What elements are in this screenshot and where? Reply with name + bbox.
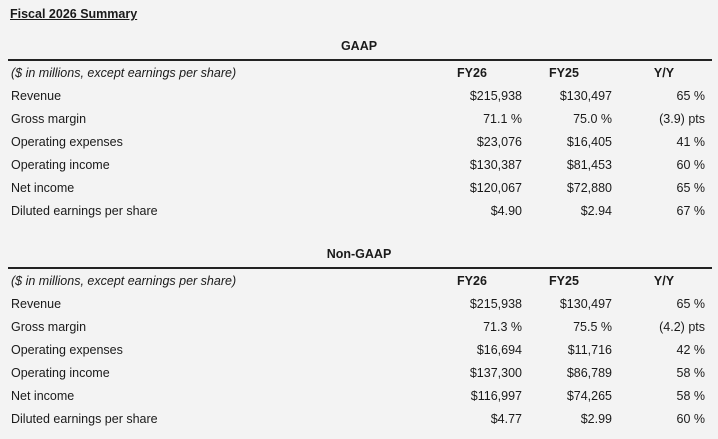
fy25-value: $2.94 xyxy=(580,204,612,218)
table-row: Revenue $215,938 $130,497 65 % xyxy=(0,294,718,314)
column-header-yy: Y/Y xyxy=(653,66,675,80)
section-heading: GAAP xyxy=(340,39,378,53)
fy26-value: $215,938 xyxy=(469,89,522,103)
yy-change: 60 % xyxy=(676,412,706,426)
column-header-fy25: FY25 xyxy=(549,66,579,80)
table-row: Operating expenses $23,076 $16,405 41 % xyxy=(0,132,718,152)
fy26-value: $4.90 xyxy=(490,204,522,218)
table-row: Revenue $215,938 $130,497 65 % xyxy=(0,86,718,106)
fy25-value: $74,265 xyxy=(566,389,612,403)
yy-change: 41 % xyxy=(676,135,706,149)
fy26-value: 71.1 % xyxy=(483,112,522,126)
units-note: ($ in millions, except earnings per shar… xyxy=(11,66,237,80)
row-label: Net income xyxy=(11,181,75,195)
yy-change: 67 % xyxy=(676,204,706,218)
table-row: Operating expenses $16,694 $11,716 42 % xyxy=(0,340,718,360)
table-row: Gross margin 71.3 % 75.5 % (4.2) pts xyxy=(0,317,718,337)
divider xyxy=(8,59,712,61)
fy25-value: $11,716 xyxy=(567,343,612,357)
column-header-yy: Y/Y xyxy=(653,274,675,288)
fy25-value: $72,880 xyxy=(566,181,612,195)
column-header-fy26: FY26 xyxy=(457,274,487,288)
fy25-value: $16,405 xyxy=(566,135,612,149)
fy26-value: $215,938 xyxy=(469,297,522,311)
row-label: Operating income xyxy=(11,158,110,172)
row-label: Operating income xyxy=(11,366,110,380)
table-row: Net income $116,997 $74,265 58 % xyxy=(0,386,718,406)
fy26-value: $120,067 xyxy=(469,181,522,195)
fy26-value: $23,076 xyxy=(476,135,522,149)
row-label: Revenue xyxy=(11,297,62,311)
fy26-value: $4.77 xyxy=(490,412,522,426)
fy25-value: 75.0 % xyxy=(573,112,612,126)
table-row: Diluted earnings per share $4.77 $2.99 6… xyxy=(0,409,718,429)
column-header-fy26: FY26 xyxy=(457,66,487,80)
fy25-value: $2.99 xyxy=(580,412,612,426)
fy25-value: $130,497 xyxy=(559,89,612,103)
row-label: Gross margin xyxy=(11,320,87,334)
fy26-value: $16,694 xyxy=(476,343,522,357)
units-note: ($ in millions, except earnings per shar… xyxy=(11,274,237,288)
row-label: Diluted earnings per share xyxy=(11,204,158,218)
row-label: Operating expenses xyxy=(11,135,123,149)
page-title: Fiscal 2026 Summary xyxy=(10,7,138,21)
fy26-value: $130,387 xyxy=(469,158,522,172)
yy-change: 60 % xyxy=(676,158,706,172)
yy-change: (4.2) pts xyxy=(659,320,705,334)
column-header-fy25: FY25 xyxy=(549,274,579,288)
yy-change: 58 % xyxy=(676,366,706,380)
table-row: Net income $120,067 $72,880 65 % xyxy=(0,178,718,198)
yy-change: 58 % xyxy=(676,389,706,403)
row-label: Net income xyxy=(11,389,75,403)
fy25-value: $81,453 xyxy=(566,158,612,172)
fy25-value: $86,789 xyxy=(566,366,612,380)
fy26-value: $116,997 xyxy=(470,389,522,403)
fy26-value: $137,300 xyxy=(469,366,522,380)
row-label: Operating expenses xyxy=(11,343,123,357)
fy25-value: $130,497 xyxy=(559,297,612,311)
row-label: Gross margin xyxy=(11,112,87,126)
row-label: Revenue xyxy=(11,89,62,103)
fy26-value: 71.3 % xyxy=(483,320,522,334)
yy-change: 42 % xyxy=(676,343,706,357)
table-row: Operating income $130,387 $81,453 60 % xyxy=(0,155,718,175)
table-row: Operating income $137,300 $86,789 58 % xyxy=(0,363,718,383)
table-row: Diluted earnings per share $4.90 $2.94 6… xyxy=(0,201,718,221)
yy-change: 65 % xyxy=(676,181,706,195)
fy25-value: 75.5 % xyxy=(573,320,612,334)
yy-change: (3.9) pts xyxy=(659,112,705,126)
row-label: Diluted earnings per share xyxy=(11,412,158,426)
table-header: ($ in millions, except earnings per shar… xyxy=(0,63,718,83)
table-header: ($ in millions, except earnings per shar… xyxy=(0,271,718,291)
yy-change: 65 % xyxy=(676,297,706,311)
table-row: Gross margin 71.1 % 75.0 % (3.9) pts xyxy=(0,109,718,129)
yy-change: 65 % xyxy=(676,89,706,103)
section-heading: Non-GAAP xyxy=(326,247,392,261)
divider xyxy=(8,267,712,269)
